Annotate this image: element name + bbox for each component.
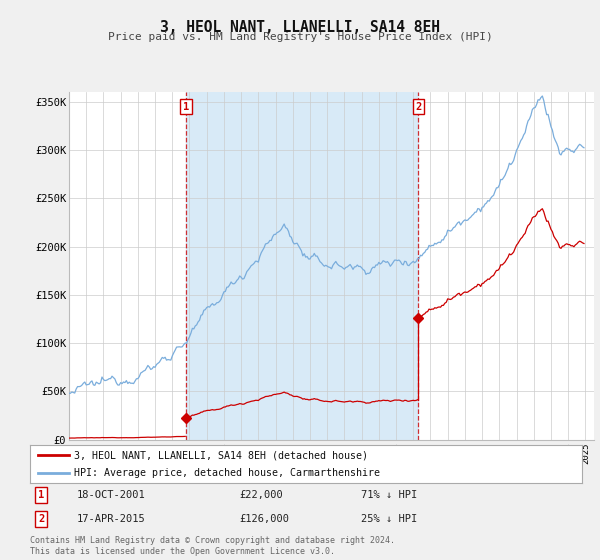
- Text: 3, HEOL NANT, LLANELLI, SA14 8EH: 3, HEOL NANT, LLANELLI, SA14 8EH: [160, 20, 440, 35]
- Bar: [186, 92, 418, 440]
- Text: £126,000: £126,000: [240, 514, 290, 524]
- Text: 1: 1: [183, 102, 189, 112]
- Text: 25% ↓ HPI: 25% ↓ HPI: [361, 514, 418, 524]
- Text: £22,000: £22,000: [240, 490, 284, 500]
- Text: 2: 2: [415, 102, 421, 112]
- Text: Price paid vs. HM Land Registry's House Price Index (HPI): Price paid vs. HM Land Registry's House …: [107, 32, 493, 42]
- Text: 17-APR-2015: 17-APR-2015: [77, 514, 146, 524]
- Text: Contains HM Land Registry data © Crown copyright and database right 2024.
This d: Contains HM Land Registry data © Crown c…: [30, 536, 395, 556]
- Text: 18-OCT-2001: 18-OCT-2001: [77, 490, 146, 500]
- Text: 3, HEOL NANT, LLANELLI, SA14 8EH (detached house): 3, HEOL NANT, LLANELLI, SA14 8EH (detach…: [74, 450, 368, 460]
- Text: 71% ↓ HPI: 71% ↓ HPI: [361, 490, 418, 500]
- Text: 1: 1: [38, 490, 44, 500]
- Text: HPI: Average price, detached house, Carmarthenshire: HPI: Average price, detached house, Carm…: [74, 468, 380, 478]
- Text: 2: 2: [38, 514, 44, 524]
